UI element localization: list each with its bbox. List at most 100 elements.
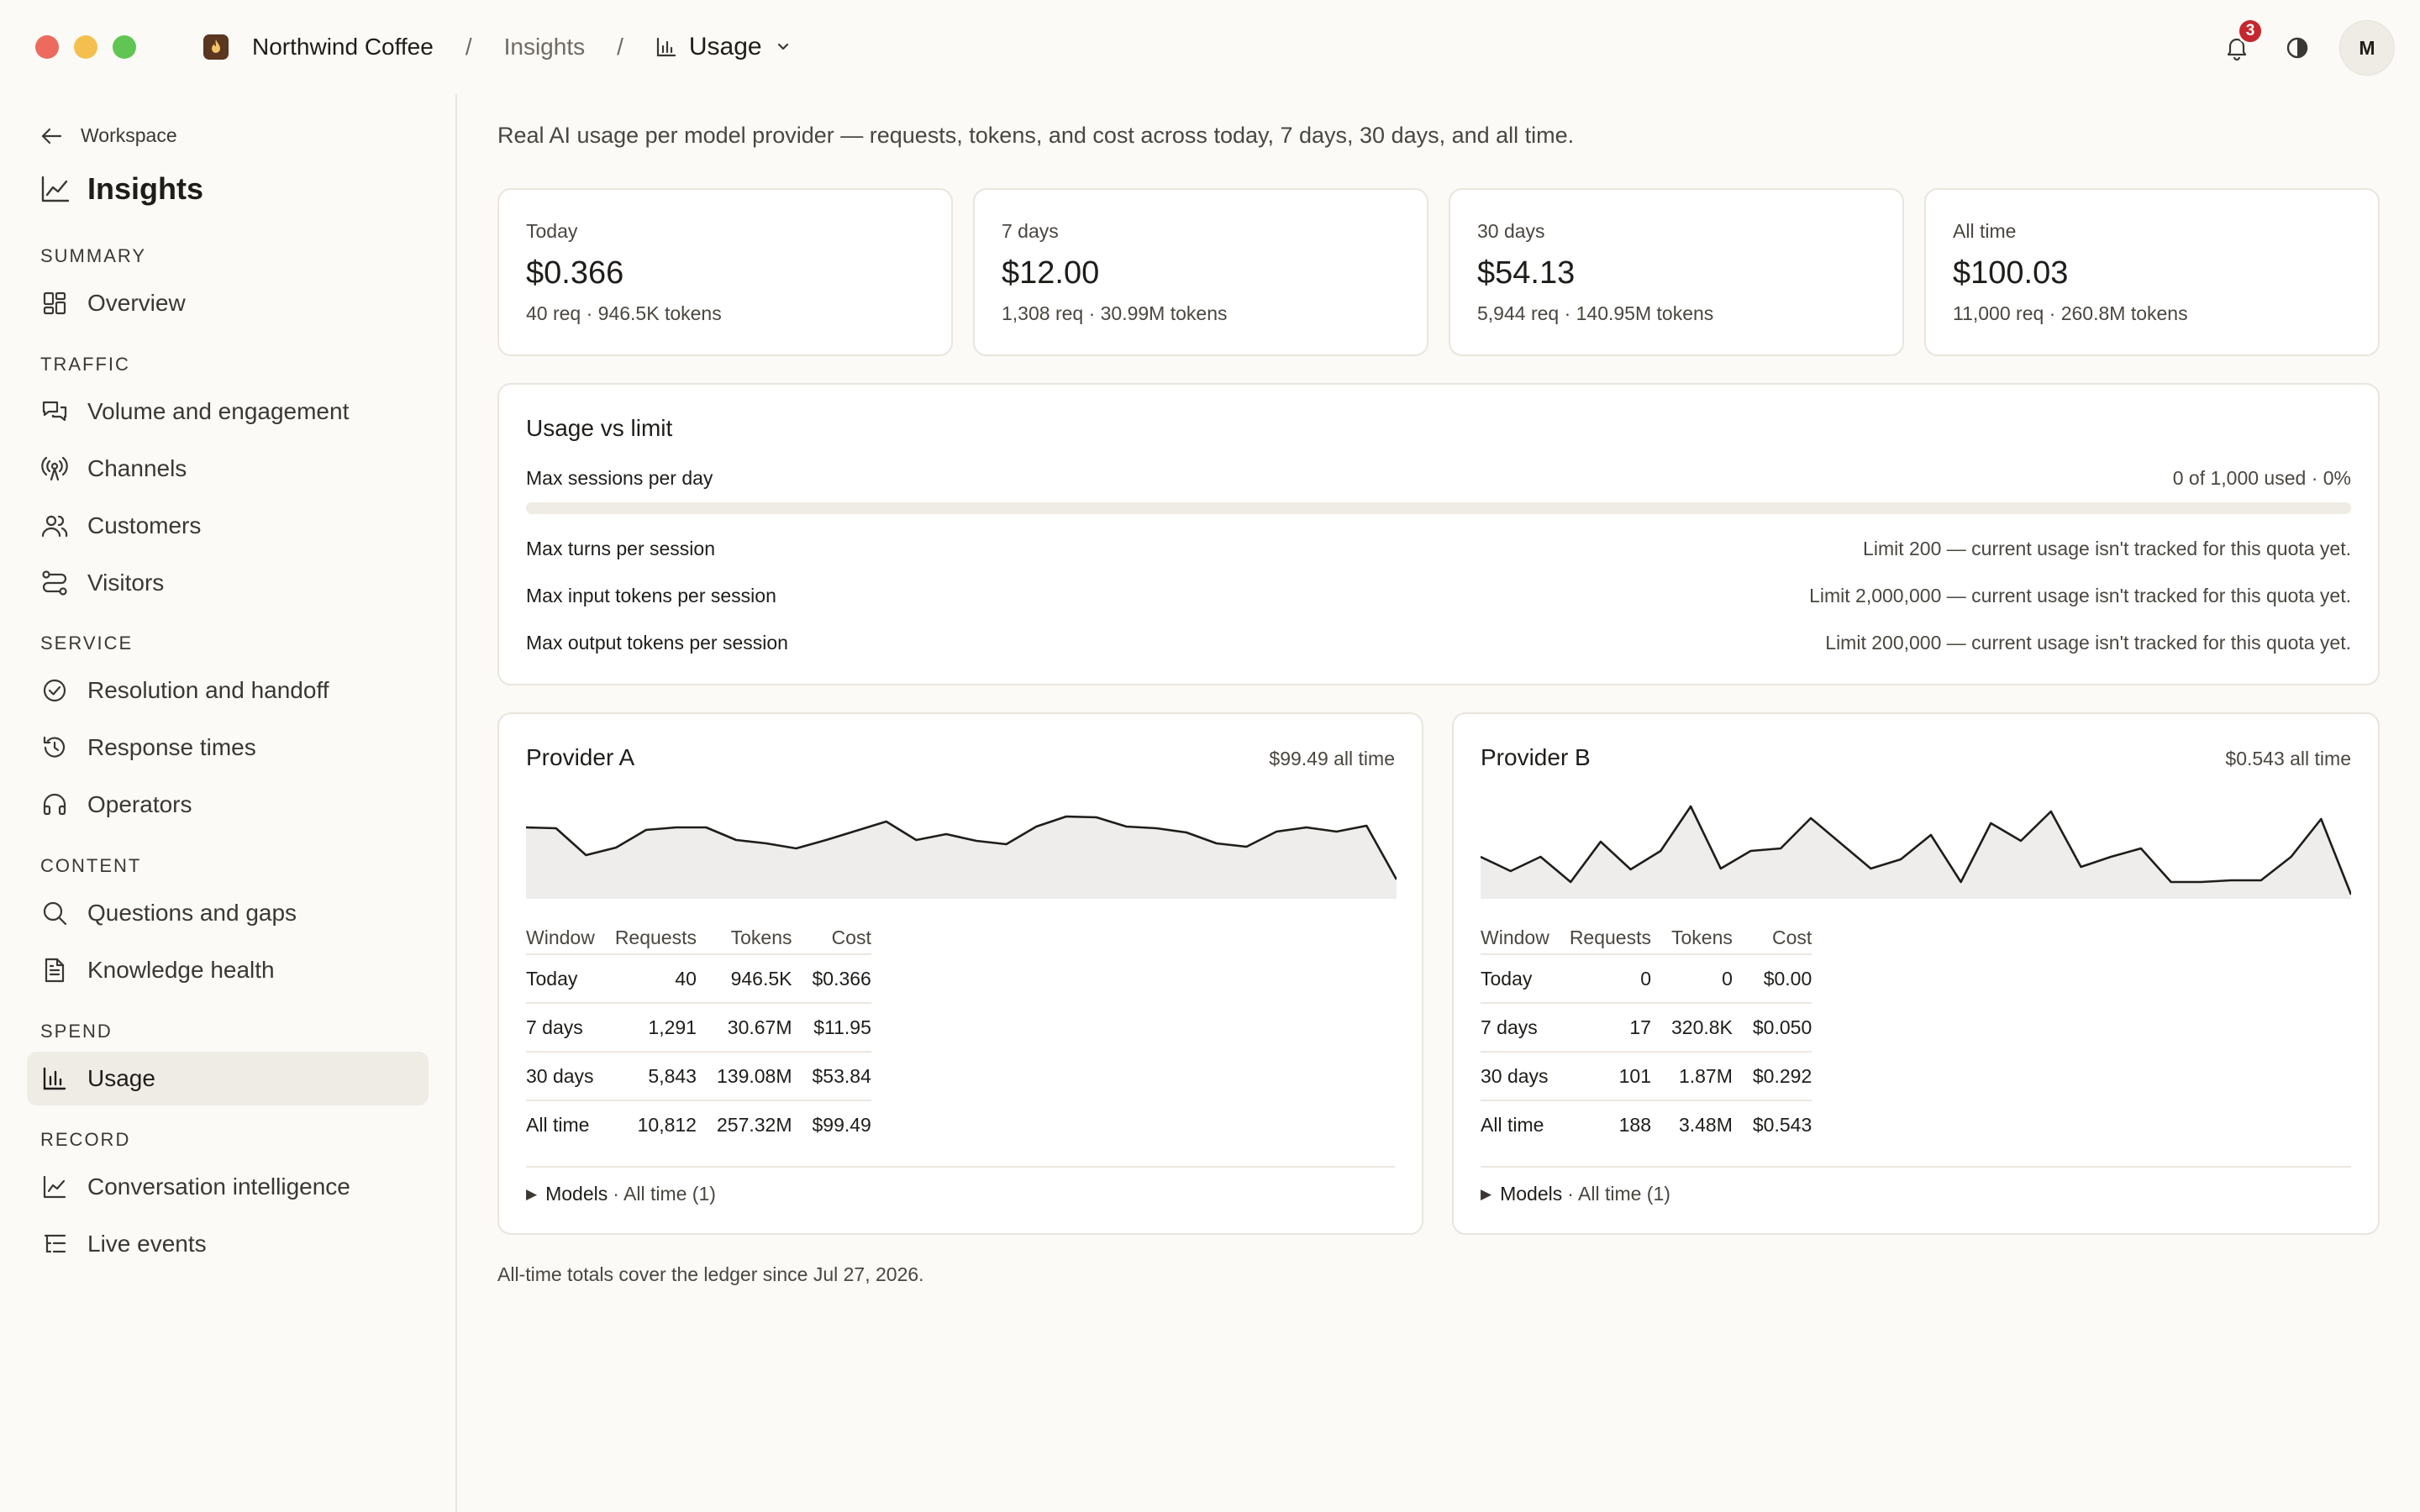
kpi-label: All time — [1953, 220, 2017, 242]
sessions-usage-progress-bar — [526, 502, 2351, 514]
limit-label: Max input tokens per session — [526, 585, 776, 606]
provider-sparkline — [526, 815, 1397, 899]
cell-cost: $0.050 — [1732, 1003, 1812, 1053]
limit-value: Limit 2,000,000 — current usage isn't tr… — [1809, 585, 2351, 606]
cell-window: 30 days — [1481, 1052, 1549, 1101]
sidebar-item-conversation-intelligence[interactable]: Conversation intelligence — [27, 1160, 429, 1214]
headset-icon — [40, 790, 69, 819]
column-header-cost: Cost — [1732, 916, 1812, 955]
cell-cost: $0.00 — [1732, 954, 1812, 1004]
sidebar-item-label: Overview — [87, 290, 186, 316]
cell-tokens: 946.5K — [696, 954, 792, 1004]
sidebar-item-label: Resolution and handoff — [87, 677, 329, 703]
limit-row-input-tokens-per-session: Max input tokens per session Limit 2,000… — [526, 585, 2351, 607]
column-header-requests: Requests — [594, 916, 697, 955]
column-header-window: Window — [526, 916, 595, 955]
section-label-record: RECORD — [40, 1129, 131, 1150]
limit-row-output-tokens-per-session: Max output tokens per session Limit 200,… — [526, 632, 2351, 654]
sidebar-item-usage[interactable]: Usage — [27, 1052, 429, 1105]
sidebar: Workspace Insights SUMMARY Overview TRAF… — [0, 94, 457, 1512]
back-label: Workspace — [81, 124, 177, 146]
window-zoom-button[interactable] — [113, 35, 136, 59]
kpi-subtext: 11,000 req · 260.8M tokens — [1953, 302, 2188, 324]
models-disclosure-toggle[interactable]: ▶ Models · All time (1) — [1481, 1166, 2351, 1205]
sidebar-item-visitors[interactable]: Visitors — [27, 556, 429, 610]
section-label-content: CONTENT — [40, 855, 142, 876]
window-controls — [35, 35, 136, 59]
limit-value: Limit 200 — current usage isn't tracked … — [1863, 538, 2351, 559]
sidebar-item-label: Operators — [87, 791, 192, 817]
route-icon — [40, 569, 69, 597]
search-icon — [40, 899, 69, 927]
limit-label: Max turns per session — [526, 538, 715, 559]
breadcrumb-insights[interactable]: Insights — [503, 34, 586, 60]
cell-window: 7 days — [1481, 1003, 1549, 1053]
back-to-workspace-link[interactable]: Workspace — [40, 124, 177, 147]
cell-requests: 40 — [594, 954, 697, 1004]
cell-window: 7 days — [526, 1003, 595, 1053]
window-minimize-button[interactable] — [74, 35, 97, 59]
provider-sparkline — [1481, 805, 2351, 899]
sidebar-item-label: Volume and engagement — [87, 398, 350, 424]
limit-value: 0 of 1,000 used · 0% — [2172, 467, 2351, 489]
window-close-button[interactable] — [35, 35, 59, 59]
cell-tokens: 0 — [1650, 954, 1733, 1004]
cell-tokens: 3.48M — [1678, 1114, 1733, 1136]
sidebar-item-operators[interactable]: Operators — [27, 778, 429, 832]
contrast-icon — [2286, 36, 2309, 60]
sidebar-item-live-events[interactable]: Live events — [27, 1217, 429, 1271]
chevron-down-icon — [774, 38, 792, 56]
chat-bubbles-icon — [40, 397, 69, 426]
bar-chart-icon — [655, 36, 677, 58]
sidebar-item-resolution-and-handoff[interactable]: Resolution and handoff — [27, 664, 429, 717]
section-label-spend: SPEND — [40, 1021, 113, 1042]
kpi-subtext: 5,944 req · 140.95M tokens — [1477, 302, 1714, 324]
section-label-summary: SUMMARY — [40, 245, 147, 266]
section-label-traffic: TRAFFIC — [40, 354, 130, 375]
models-count: · All time (1) — [613, 1183, 716, 1205]
sidebar-item-label: Visitors — [87, 570, 165, 596]
breadcrumb-current-usage[interactable]: Usage — [655, 33, 792, 61]
column-header-tokens: Tokens — [1650, 916, 1733, 955]
cell-tokens: 139.08M — [696, 1052, 792, 1101]
sidebar-item-response-times[interactable]: Response times — [27, 721, 429, 774]
table-row: 7 days 17 320.8K $0.050 — [1481, 1003, 1812, 1053]
kpi-card-30-days: 30 days $54.13 5,944 req · 140.95M token… — [1449, 188, 1904, 356]
kpi-card-today: Today $0.366 40 req · 946.5K tokens — [497, 188, 953, 356]
column-header-window: Window — [1481, 916, 1549, 955]
cell-tokens: 320.8K — [1650, 1003, 1733, 1053]
sidebar-item-knowledge-health[interactable]: Knowledge health — [27, 943, 429, 997]
column-header-cost: Cost — [792, 916, 871, 955]
sidebar-item-volume-and-engagement[interactable]: Volume and engagement — [27, 385, 429, 438]
sparkline-line — [1481, 805, 2351, 895]
kpi-label: 7 days — [1002, 220, 1059, 242]
user-avatar[interactable]: M — [2339, 20, 2395, 76]
cell-tokens: 30.67M — [696, 1003, 792, 1053]
sidebar-title-text: Insights — [87, 171, 204, 206]
breadcrumb-separator: / — [465, 34, 472, 60]
notifications-button[interactable]: 3 — [2220, 18, 2264, 65]
grid-icon — [40, 289, 69, 318]
cell-requests: 188 — [1618, 1114, 1651, 1136]
column-header-tokens: Tokens — [696, 916, 792, 955]
disclosure-triangle-icon: ▶ — [1481, 1185, 1492, 1202]
sidebar-item-customers[interactable]: Customers — [27, 499, 429, 553]
breadcrumb-current-label: Usage — [688, 33, 762, 60]
kpi-card-all-time: All time $100.03 11,000 req · 260.8M tok… — [1924, 188, 2380, 356]
table-row: All time 10,812 257.32M $99.49 — [526, 1100, 871, 1149]
models-count: · All time (1) — [1567, 1183, 1670, 1205]
sidebar-item-overview[interactable]: Overview — [27, 276, 429, 330]
sidebar-item-label: Conversation intelligence — [87, 1173, 350, 1200]
models-disclosure-toggle[interactable]: ▶ Models · All time (1) — [526, 1166, 1395, 1205]
cell-requests: 17 — [1549, 1003, 1651, 1053]
brand-name[interactable]: Northwind Coffee — [252, 34, 434, 60]
cell-cost: $99.49 — [812, 1114, 871, 1136]
limit-row-sessions-per-day: Max sessions per day 0 of 1,000 used · 0… — [526, 467, 2351, 490]
sidebar-item-channels[interactable]: Channels — [27, 442, 429, 496]
cell-requests: 0 — [1549, 954, 1651, 1004]
theme-toggle-button[interactable] — [2281, 31, 2314, 65]
check-circle-icon — [40, 676, 69, 705]
sidebar-item-questions-and-gaps[interactable]: Questions and gaps — [27, 886, 429, 940]
disclosure-triangle-icon: ▶ — [526, 1185, 538, 1202]
usage-vs-limit-card: Usage vs limit Max sessions per day 0 of… — [497, 383, 2380, 685]
